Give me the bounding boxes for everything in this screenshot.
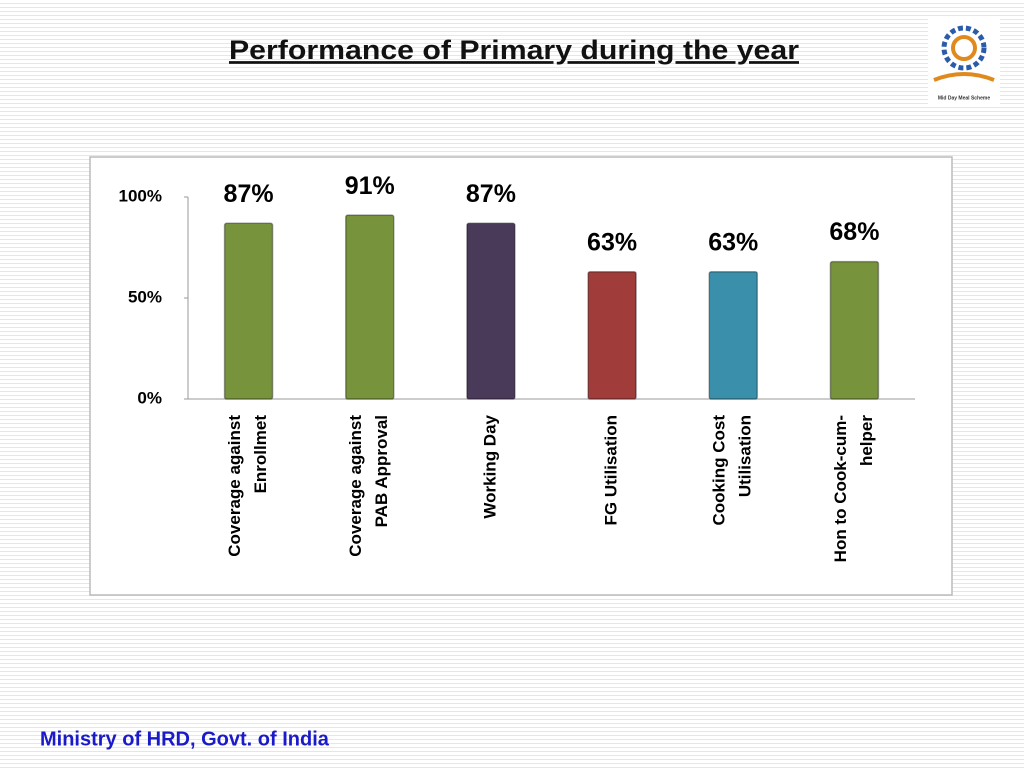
x-tick-label: Coverage against bbox=[225, 415, 244, 557]
logo-ring bbox=[941, 25, 987, 71]
x-tick-label: Utilisation bbox=[736, 415, 755, 497]
x-tick-label: PAB Approval bbox=[372, 415, 391, 527]
bar bbox=[466, 222, 516, 400]
x-tick-label: Enrollmet bbox=[251, 415, 270, 494]
value-label: 68% bbox=[829, 218, 879, 246]
y-tick-label: 100% bbox=[119, 186, 162, 205]
y-tick-label: 0% bbox=[137, 388, 162, 407]
bar bbox=[587, 270, 637, 400]
logo-arc bbox=[933, 72, 995, 82]
x-tick-label: Coverage against bbox=[346, 415, 365, 557]
value-label: 87% bbox=[224, 180, 274, 208]
x-tick-label: Hon to Cook-cum- bbox=[831, 415, 850, 562]
bar bbox=[223, 222, 274, 400]
x-tick-label: helper bbox=[857, 415, 876, 466]
bar bbox=[829, 260, 880, 400]
chart-title: Performance of Primary during the year bbox=[229, 35, 800, 65]
x-tick-label: Working Day bbox=[480, 414, 499, 518]
y-tick-label: 50% bbox=[128, 287, 162, 306]
bar bbox=[708, 270, 758, 400]
x-tick-label: FG Utilisation bbox=[602, 415, 621, 526]
value-label: 63% bbox=[587, 228, 637, 256]
logo: Mid Day Meal Scheme bbox=[928, 18, 1000, 104]
x-tick-label: Cooking Cost bbox=[710, 415, 729, 526]
logo-text: Mid Day Meal Scheme bbox=[938, 95, 990, 101]
footer: Ministry of HRD, Govt. of India bbox=[40, 728, 330, 750]
value-label: 63% bbox=[708, 228, 758, 256]
chart-frame bbox=[89, 156, 953, 596]
bar bbox=[345, 214, 395, 400]
value-label: 87% bbox=[466, 180, 516, 208]
value-label: 91% bbox=[345, 172, 395, 200]
logo-inner bbox=[951, 35, 977, 61]
